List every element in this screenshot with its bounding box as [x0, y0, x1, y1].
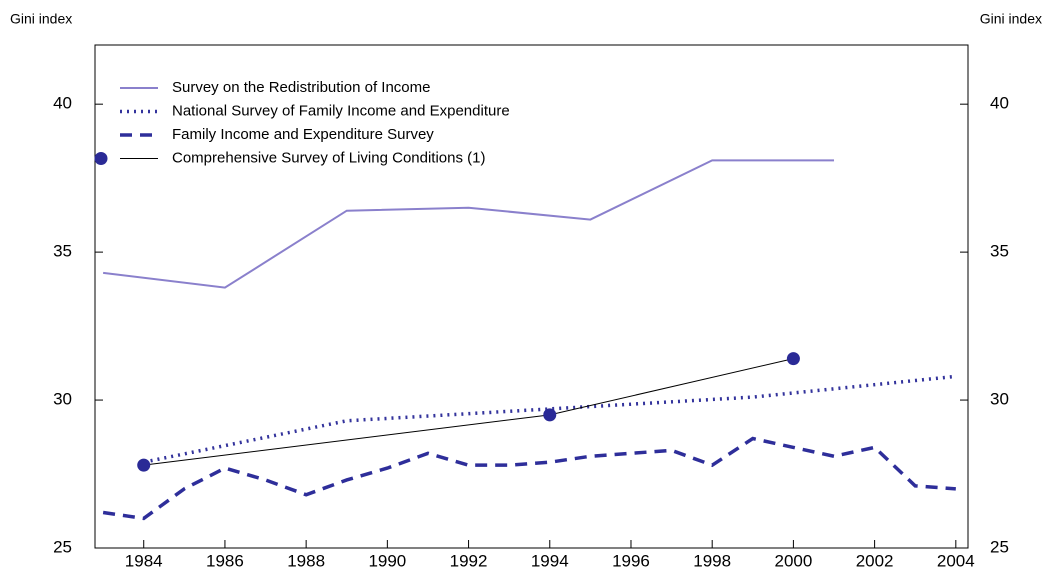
x-tick-label: 1994 [531, 551, 569, 570]
y2-axis-label: Gini index [980, 11, 1042, 27]
x-tick-label: 2000 [774, 551, 812, 570]
legend-label: Comprehensive Survey of Living Condition… [172, 149, 485, 166]
x-tick-label: 1996 [612, 551, 650, 570]
x-tick-label: 1988 [287, 551, 325, 570]
series-marker [543, 408, 557, 422]
y-tick-label: 35 [53, 242, 72, 261]
series-marker [137, 458, 151, 472]
y2-tick-label: 35 [990, 242, 1009, 261]
y2-tick-label: 25 [990, 537, 1009, 556]
y-tick-label: 30 [53, 390, 72, 409]
series-marker [786, 352, 800, 366]
legend-marker [94, 152, 108, 165]
plot-frame [94, 44, 969, 549]
legend-label: National Survey of Family Income and Exp… [172, 102, 510, 119]
x-tick-label: 1998 [693, 551, 731, 570]
series-line [102, 436, 956, 521]
x-tick-label: 1986 [206, 551, 244, 570]
x-tick-label: 1992 [450, 551, 488, 570]
x-tick-label: 1990 [368, 551, 406, 570]
y-tick-label: 40 [53, 94, 72, 113]
legend-label: Family Income and Expenditure Survey [172, 126, 434, 143]
x-tick-label: 1984 [125, 551, 163, 570]
y2-tick-label: 30 [990, 390, 1009, 409]
series-line [143, 358, 794, 466]
y-tick-label: 25 [53, 537, 72, 556]
y-axis-label: Gini index [10, 11, 72, 27]
series-line [103, 159, 835, 289]
x-tick-label: 2004 [937, 551, 975, 570]
legend-label: Survey on the Redistribution of Income [172, 79, 430, 96]
x-tick-label: 2002 [856, 551, 894, 570]
y2-tick-label: 40 [990, 94, 1009, 113]
